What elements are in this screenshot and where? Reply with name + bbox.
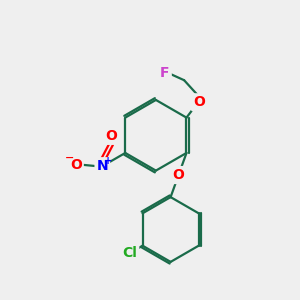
Text: O: O (70, 158, 82, 172)
Text: F: F (160, 66, 170, 80)
Text: O: O (172, 168, 184, 182)
Text: O: O (193, 95, 205, 109)
Text: −: − (65, 153, 74, 163)
Text: O: O (105, 129, 117, 143)
Text: Cl: Cl (122, 246, 137, 260)
Text: N: N (97, 159, 108, 173)
Text: +: + (104, 156, 112, 166)
